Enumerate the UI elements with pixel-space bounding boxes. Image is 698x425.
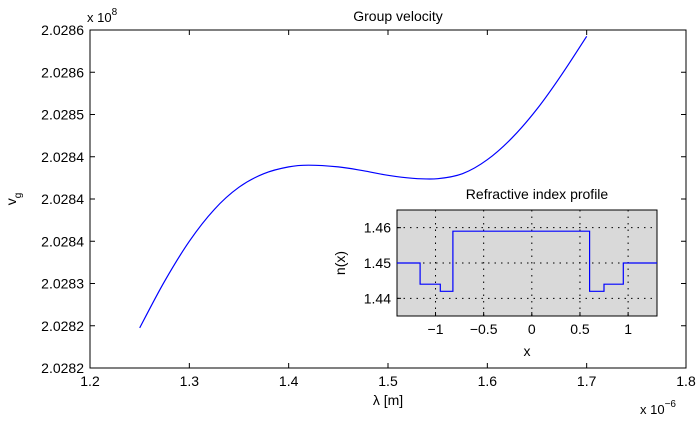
main-y-tick-label: 2.0285 (41, 107, 84, 123)
main-chart-title: Group velocity (353, 8, 442, 24)
inset-x-ticks: −1 −0.5 0 0.5 1 (428, 312, 632, 337)
main-y-exponent-base: x 10 (87, 10, 112, 25)
inset-x-axis-label: x (524, 343, 531, 359)
main-y-axis-label: vg (3, 193, 24, 206)
main-x-tick-label: 1.3 (180, 373, 200, 389)
main-x-tick-label: 1.8 (676, 373, 696, 389)
main-y-axis-label-main: v (3, 198, 19, 205)
main-y-tick-label: 2.0284 (41, 149, 84, 165)
main-x-tick-label: 1.4 (279, 373, 299, 389)
inset-x-tick-label: 0 (528, 321, 536, 337)
main-y-tick-label: 2.0283 (41, 276, 84, 292)
main-series-line (139, 35, 588, 329)
inset-x-tick-label: 0.5 (570, 321, 590, 337)
main-y-ticks: 2.0282 2.0282 2.0283 2.0284 2.0284 2.0284 2.02… (41, 22, 686, 376)
main-x-exponent-base: x 10 (640, 402, 665, 417)
inset-chart: −1 −0.5 0 0.5 1 1.44 1.45 1.46 Refractive inde… (332, 186, 658, 359)
main-y-exponent: x 108 (87, 7, 118, 25)
main-x-axis-label: λ [m] (373, 392, 403, 408)
main-y-tick-label: 2.0284 (41, 191, 84, 207)
main-x-tick-label: 1.7 (577, 373, 597, 389)
main-y-tick-label: 2.0284 (41, 233, 84, 249)
inset-x-tick-label: −1 (428, 321, 444, 337)
inset-series-line (397, 230, 657, 292)
main-y-tick-label: 2.0282 (41, 318, 84, 334)
inset-y-tick-label: 1.46 (364, 220, 391, 236)
inset-x-tick-label: 1 (624, 321, 632, 337)
main-chart: 1.2 1.3 1.4 1.5 1.6 1.7 1.8 2.0282 2.0282 2.0283… (3, 7, 696, 417)
main-y-axis-label-text: vg (3, 193, 24, 206)
inset-y-tick-label: 1.44 (364, 290, 391, 306)
main-x-tick-label: 1.5 (378, 373, 398, 389)
main-x-ticks: 1.2 1.3 1.4 1.5 1.6 1.7 1.8 (80, 30, 696, 389)
main-y-axis-label-subscript: g (13, 193, 24, 199)
inset-x-tick-label: −0.5 (470, 321, 498, 337)
main-x-exponent-power: −6 (665, 399, 677, 410)
main-y-tick-label: 2.0286 (41, 22, 84, 38)
main-x-tick-label: 1.6 (478, 373, 498, 389)
main-y-exponent-power: 8 (112, 7, 118, 18)
inset-y-ticks: 1.44 1.45 1.46 (364, 220, 401, 306)
main-x-exponent: x 10−6 (640, 399, 676, 417)
inset-y-axis-label: n(x) (332, 251, 348, 275)
main-y-tick-label: 2.0286 (41, 64, 84, 80)
inset-chart-title: Refractive index profile (466, 186, 609, 202)
main-x-tick-label: 1.2 (80, 373, 100, 389)
main-y-tick-label: 2.0282 (41, 360, 84, 376)
inset-y-tick-label: 1.45 (364, 255, 391, 271)
